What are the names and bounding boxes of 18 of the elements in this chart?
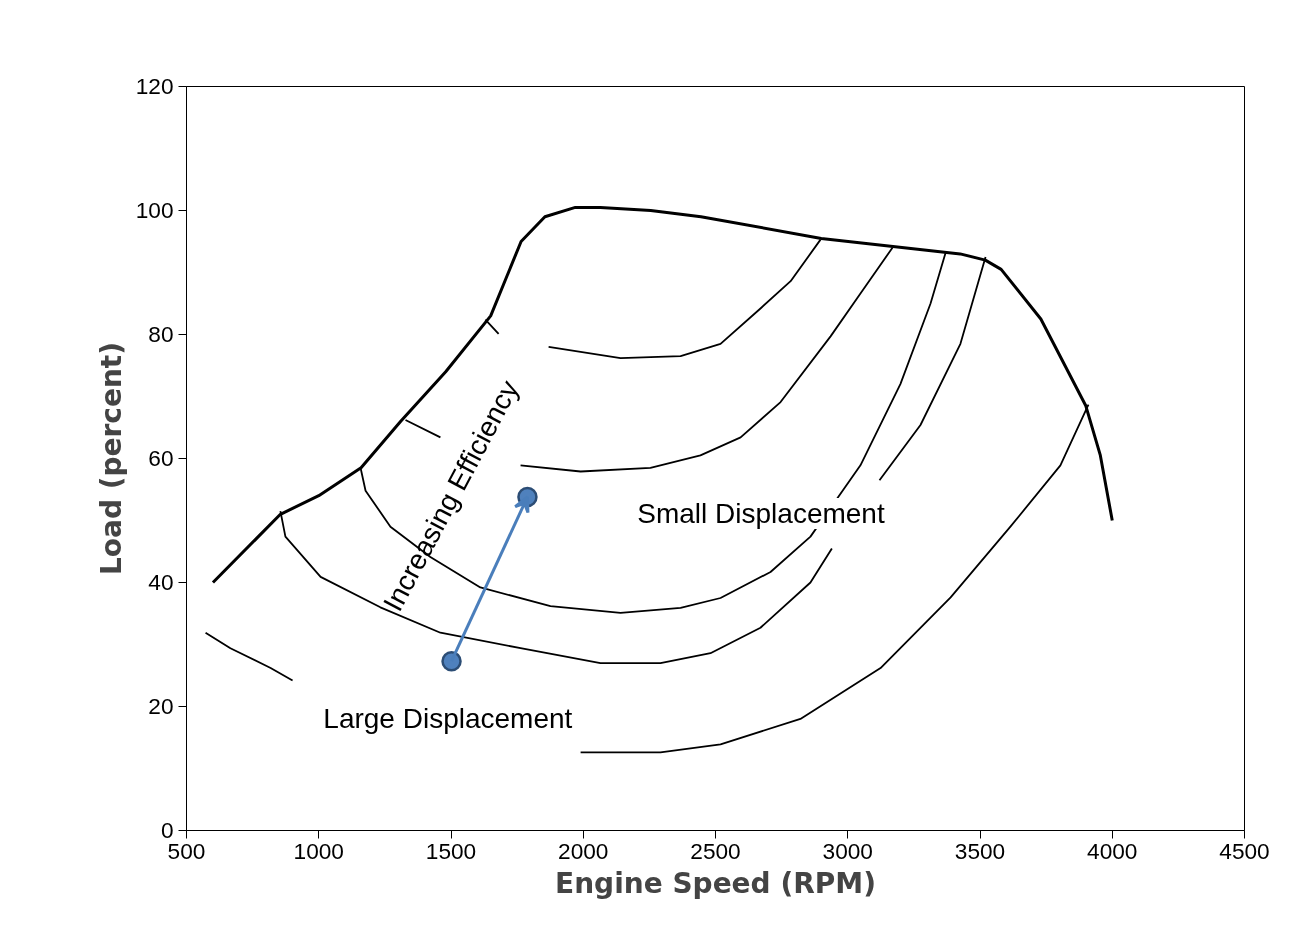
x-tick-label: 3000 <box>822 837 873 864</box>
x-axis-title: Engine Speed (RPM) <box>555 866 876 900</box>
annotation: Large Displacement <box>323 702 573 734</box>
y-tick-label: 20 <box>148 693 174 719</box>
y-tick-label: 40 <box>148 569 174 595</box>
y-tick-label: 80 <box>148 321 174 347</box>
x-tick-label: 2500 <box>690 837 741 864</box>
x-tick-label: 1500 <box>425 837 477 864</box>
x-tick-label: 2000 <box>558 837 609 864</box>
y-tick-label: 60 <box>148 445 174 471</box>
y-tick-label: 100 <box>135 197 174 223</box>
y-axis-title: Load (percent) <box>94 341 128 576</box>
y-tick-label: 120 <box>135 73 174 99</box>
x-tick-label: 1000 <box>293 837 344 864</box>
x-tick-label: 3500 <box>954 837 1006 864</box>
x-tick-label: 4500 <box>1219 837 1270 864</box>
annotation: Small Displacement <box>637 498 885 530</box>
x-tick-label: 4000 <box>1087 837 1138 864</box>
